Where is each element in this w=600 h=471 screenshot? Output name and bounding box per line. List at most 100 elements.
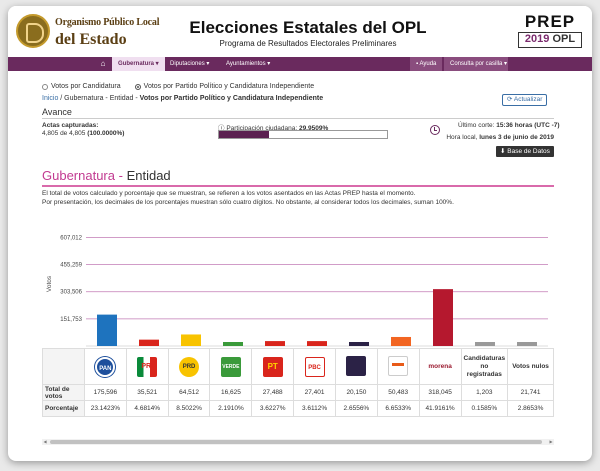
actas-percent: (100.0000%) xyxy=(87,130,125,137)
participacion-label: ⓘ Participación ciudadana: 29.9509% xyxy=(218,122,328,132)
breadcrumb-home[interactable]: Inicio xyxy=(42,95,59,102)
bar-transformemos xyxy=(349,342,369,346)
home-icon[interactable]: ⌂ xyxy=(100,59,106,68)
page-title: Elecciones Estatales del OPL xyxy=(189,18,427,37)
nav-consulta-casilla[interactable]: Consulta por casilla ▾ xyxy=(444,57,508,71)
column-header: Candidaturas no registradas xyxy=(460,348,509,385)
results-table: PAN PRI PRD VERDE PT PBC morena Candidaturas no… xyxy=(42,348,554,417)
section-divider xyxy=(42,185,554,187)
morena-logo-icon: morena xyxy=(424,356,457,377)
party-logo-cell: PT xyxy=(251,348,295,385)
total-votes-cell: 50,483 xyxy=(376,384,420,401)
party-logo-cell xyxy=(376,348,420,385)
total-row: Total de votos 175,596 35,521 64,512 16,625… xyxy=(42,384,554,401)
breadcrumb: Inicio / Gubernatura - Entidad - Votos p… xyxy=(42,95,323,102)
total-votes-cell: 1,203 xyxy=(460,384,509,401)
participacion-text: Participación ciudadana: xyxy=(226,125,299,132)
scrollbar-thumb[interactable] xyxy=(50,440,542,444)
total-votes-cell: 318,045 xyxy=(418,384,462,401)
vote-type-filter: Votos por Candidatura Votos por Partido … xyxy=(42,83,314,90)
org-name-line1: Organismo Público Local xyxy=(55,17,160,28)
header: Organismo Público Local del Estado Elecc… xyxy=(8,6,592,56)
party-logo-cell xyxy=(334,348,378,385)
database-button[interactable]: ⬇ Base de Datos xyxy=(496,146,554,157)
nav-gubernatura[interactable]: Gubernatura ▾ xyxy=(112,57,165,71)
bar-verde xyxy=(223,342,243,346)
section-title: Gubernatura - Entidad xyxy=(42,168,171,183)
note-line1: El total de votos calculado y porcentaje… xyxy=(42,190,416,197)
scroll-right-icon[interactable]: ▶ xyxy=(549,439,553,444)
section-title-sep: - xyxy=(115,168,127,183)
main-nav: ⌂ Gubernatura ▾ Diputaciones ▾ Ayuntamie… xyxy=(8,57,592,71)
votes-bar-chart: Votos 607,012 455,259 303,506 151,753 xyxy=(42,224,554,348)
total-row-label: Total de votos xyxy=(42,384,85,401)
section-title-main: Gubernatura xyxy=(42,168,115,183)
bar-pan xyxy=(97,314,117,346)
party-logo-cell: morena xyxy=(418,348,462,385)
page-subtitle: Programa de Resultados Electorales Preli… xyxy=(219,39,397,48)
scroll-left-icon[interactable]: ◀ xyxy=(43,439,47,444)
party-logo-cell: PRD xyxy=(167,348,211,385)
results-table-wrap[interactable]: PAN PRI PRD VERDE PT PBC morena Candidaturas no… xyxy=(42,348,554,438)
nav-help-label: Ayuda xyxy=(419,61,437,67)
pt-logo-icon: PT xyxy=(262,356,283,377)
y-tick-label: 455,259 xyxy=(60,263,82,269)
bar-prd xyxy=(181,334,201,346)
bar-movimiento-ciudadano xyxy=(391,336,411,346)
chart-svg: Votos 607,012 455,259 303,506 151,753 xyxy=(46,235,548,347)
prep-opl: OPL xyxy=(552,33,576,45)
participacion-progress-fill xyxy=(219,131,270,138)
movimiento-ciudadano-logo-icon xyxy=(388,355,409,376)
logo-row: PAN PRI PRD VERDE PT PBC morena Candidaturas no… xyxy=(42,348,554,385)
help-icon: ▪ xyxy=(416,61,420,67)
nav-help[interactable]: ▪ Ayuda xyxy=(410,57,443,71)
bar-votos-nulos xyxy=(517,342,537,346)
opl-logo[interactable]: Organismo Público Local del Estado xyxy=(16,12,159,52)
percent-cell: 8.5022% xyxy=(167,400,211,417)
corte-value: 15:36 horas (UTC -7) xyxy=(496,122,560,129)
actas-label: Actas capturadas: xyxy=(42,122,99,129)
nav-ayuntamientos[interactable]: Ayuntamientos ▾ xyxy=(226,61,271,67)
radio-votos-partido[interactable]: Votos por Partido Político y Candidatura… xyxy=(134,83,315,90)
percent-cell: 3.6112% xyxy=(293,400,336,417)
prep-word: PREP xyxy=(524,12,576,31)
app-window: Organismo Público Local del Estado Elecc… xyxy=(8,6,592,461)
table-horizontal-scrollbar[interactable]: ◀ ▶ xyxy=(42,439,554,445)
pan-logo-icon: PAN xyxy=(95,356,116,377)
percent-cell: 2.6556% xyxy=(334,400,378,417)
total-votes-cell: 27,488 xyxy=(251,384,295,401)
prep-year-badge: 2019 OPL xyxy=(518,32,582,48)
y-tick-label: 607,012 xyxy=(60,235,82,241)
hora-label: Hora local, xyxy=(446,134,480,141)
participacion-value: 29.9509% xyxy=(298,125,329,132)
total-votes-cell: 175,596 xyxy=(83,384,127,401)
percent-cell: 4.6814% xyxy=(125,400,169,417)
total-votes-cell: 64,512 xyxy=(167,384,211,401)
percent-cell: 41.9161% xyxy=(418,400,462,417)
info-icon: ⓘ xyxy=(218,125,227,132)
total-votes-cell: 20,150 xyxy=(334,384,378,401)
percent-cell: 2.1910% xyxy=(209,400,253,417)
party-logo-cell: VERDE xyxy=(209,348,253,385)
y-axis-label: Votos xyxy=(46,275,53,292)
radio-button-selected[interactable] xyxy=(134,83,141,90)
total-votes-cell: 16,625 xyxy=(209,384,253,401)
party-logo-cell: PAN xyxy=(83,348,127,385)
prep-year: 2019 xyxy=(524,33,550,45)
org-name-line2: del Estado xyxy=(55,31,127,48)
ultimo-corte: Último corte: 15:36 horas (UTC -7) xyxy=(458,122,560,129)
opl-emblem-icon xyxy=(16,14,50,48)
radio-votos-candidatura[interactable]: Votos por Candidatura xyxy=(42,83,121,90)
percent-cell: 23.1423% xyxy=(83,400,127,417)
note-line2: Por presentación, los decimales de los p… xyxy=(42,199,454,206)
transformemos-logo-icon xyxy=(346,355,367,376)
bar-candidaturas-no-registradas xyxy=(475,342,495,346)
percent-row: Porcentaje 23.1423% 4.6814% 8.5022% 2.1910%… xyxy=(42,400,554,417)
update-button[interactable]: ⟳ Actualizar xyxy=(502,94,548,106)
radio-button[interactable] xyxy=(42,83,48,90)
radio-label: Votos por Partido Político y Candidatura… xyxy=(143,83,315,90)
corner-cell xyxy=(42,348,85,385)
nav-diputaciones[interactable]: Diputaciones ▾ xyxy=(170,61,210,67)
percent-row-label: Porcentaje xyxy=(42,400,85,417)
total-votes-cell: 27,401 xyxy=(293,384,336,401)
